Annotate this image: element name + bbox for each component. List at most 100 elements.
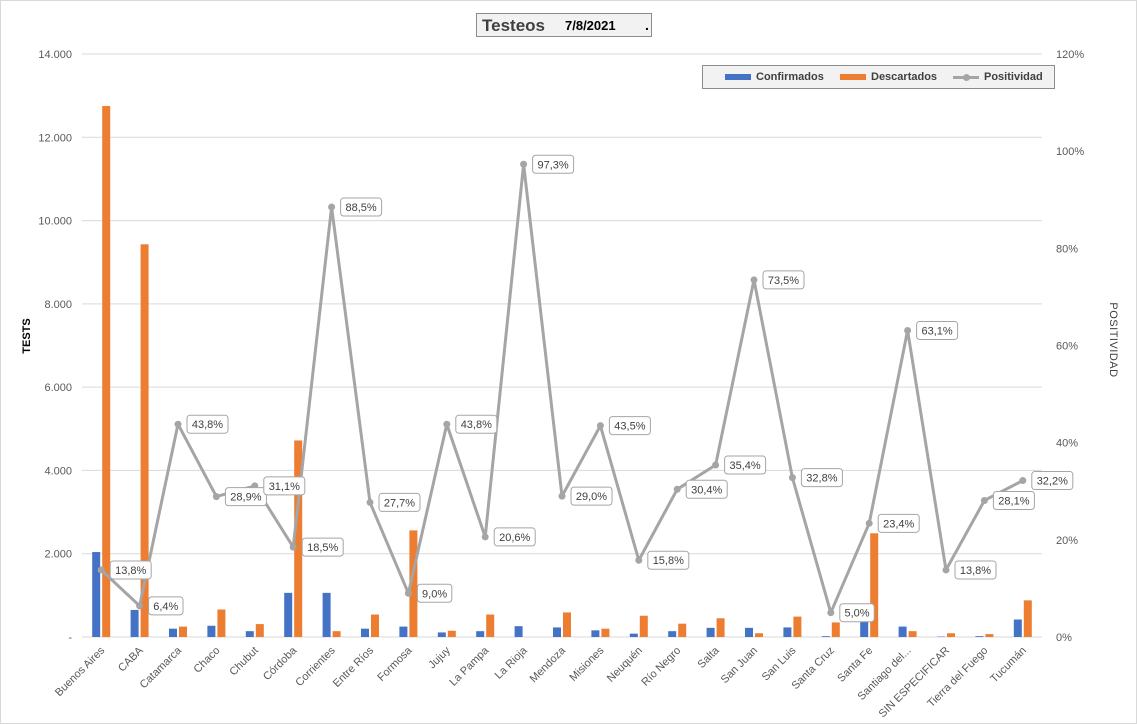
data-label-box <box>455 414 498 434</box>
bar-confirmados <box>668 631 677 637</box>
bar-descartados <box>486 614 495 637</box>
data-label-box <box>685 479 728 499</box>
point-positividad <box>289 543 297 551</box>
bar-confirmados <box>92 552 101 637</box>
point-positividad <box>1019 477 1027 485</box>
data-label-box <box>109 560 152 580</box>
x-tick-label: Tucumán <box>988 645 1029 686</box>
bar-descartados <box>908 631 917 637</box>
point-positividad <box>596 422 604 430</box>
data-label-box <box>532 154 575 174</box>
data-label-box <box>916 320 959 340</box>
data-label: 23,4% <box>883 518 914 530</box>
data-label: 35,4% <box>729 460 760 472</box>
x-tick-label: Neuquén <box>605 645 645 685</box>
data-label: 28,1% <box>998 495 1029 507</box>
x-tick-label: CABA <box>116 644 146 674</box>
data-label: 43,8% <box>461 419 492 431</box>
bar-descartados <box>947 633 955 637</box>
legend-swatch-confirmados <box>725 74 751 81</box>
bar-confirmados <box>437 632 446 637</box>
data-label-box <box>493 527 536 547</box>
data-label: 13,8% <box>115 565 146 577</box>
x-tick-label: Mendoza <box>528 644 569 685</box>
chart-title-suffix: . <box>645 17 649 33</box>
bar-confirmados <box>322 592 331 637</box>
x-tick-label: Catamarca <box>138 644 185 691</box>
y2-tick-label: 60% <box>1056 341 1078 353</box>
data-label: 27,7% <box>384 497 415 509</box>
x-tick-label: La Pampa <box>447 644 492 689</box>
bar-confirmados <box>130 609 139 637</box>
bar-confirmados <box>860 619 869 637</box>
data-label-box <box>301 537 344 557</box>
data-label-box <box>263 476 306 496</box>
data-label-box <box>724 455 767 475</box>
bar-descartados <box>985 634 994 637</box>
bar-confirmados <box>169 628 177 637</box>
bar-descartados <box>601 628 610 637</box>
bar-descartados <box>793 616 802 637</box>
bar-descartados <box>217 609 226 637</box>
point-positividad <box>97 566 105 574</box>
bar-confirmados <box>207 625 216 637</box>
point-positividad <box>481 533 489 541</box>
x-tick-label: Río Negro <box>639 645 683 689</box>
point-positividad <box>865 519 873 527</box>
bar-descartados <box>563 612 571 637</box>
point-positividad <box>404 589 412 597</box>
data-label: 15,8% <box>653 555 684 567</box>
data-label-box <box>608 416 651 436</box>
bar-confirmados <box>476 631 485 637</box>
legend-line-positividad <box>953 74 979 82</box>
data-label: 30,4% <box>691 484 722 496</box>
y2-tick-label: 100% <box>1056 146 1084 158</box>
bar-descartados <box>294 440 303 637</box>
bar-confirmados <box>553 627 561 637</box>
x-tick-label: Salta <box>696 644 723 671</box>
data-label: 31,1% <box>269 481 300 493</box>
data-label: 43,8% <box>192 419 223 431</box>
point-positividad <box>212 493 220 501</box>
bar-confirmados <box>284 592 293 637</box>
chart-title-box: Testeos 7/8/2021 . <box>476 13 652 37</box>
data-label-box <box>224 487 267 507</box>
bar-descartados <box>870 533 879 637</box>
y-tick-label: 12.000 <box>38 132 72 144</box>
legend-item-descartados: Descartados <box>840 71 937 83</box>
y-tick-label: 6.000 <box>44 382 72 394</box>
y2-tick-label: 0% <box>1056 632 1072 644</box>
point-positividad <box>980 496 988 504</box>
bar-descartados <box>831 622 840 637</box>
bar-descartados <box>678 623 687 637</box>
bar-descartados <box>447 630 456 637</box>
data-label-box <box>800 468 843 488</box>
bar-descartados <box>409 530 418 637</box>
x-tick-label: San Juan <box>719 645 760 686</box>
bar-confirmados <box>821 636 830 637</box>
y2-tick-label: 40% <box>1056 438 1078 450</box>
x-tick-label: SIN ESPECIFICAR <box>877 645 953 721</box>
point-positividad <box>635 556 643 564</box>
data-label-box <box>954 560 997 580</box>
bar-confirmados <box>975 636 984 637</box>
bar-confirmados <box>898 626 907 637</box>
bar-confirmados <box>361 628 369 637</box>
x-tick-label: Chaco <box>192 645 223 676</box>
data-label-box <box>647 550 690 570</box>
data-label-box <box>186 414 229 434</box>
bar-confirmados <box>399 626 408 637</box>
legend-label-positividad: Positividad <box>984 71 1043 83</box>
data-label-box <box>570 486 613 506</box>
point-positividad <box>328 203 336 211</box>
bar-descartados <box>371 614 379 637</box>
bar-descartados <box>332 631 341 637</box>
point-positividad <box>136 602 144 610</box>
y-tick-label: 2.000 <box>44 549 72 561</box>
x-tick-label: Formosa <box>375 644 415 684</box>
y2-tick-label: 20% <box>1056 535 1078 547</box>
point-positividad <box>788 474 796 482</box>
data-label: 88,5% <box>345 202 376 214</box>
